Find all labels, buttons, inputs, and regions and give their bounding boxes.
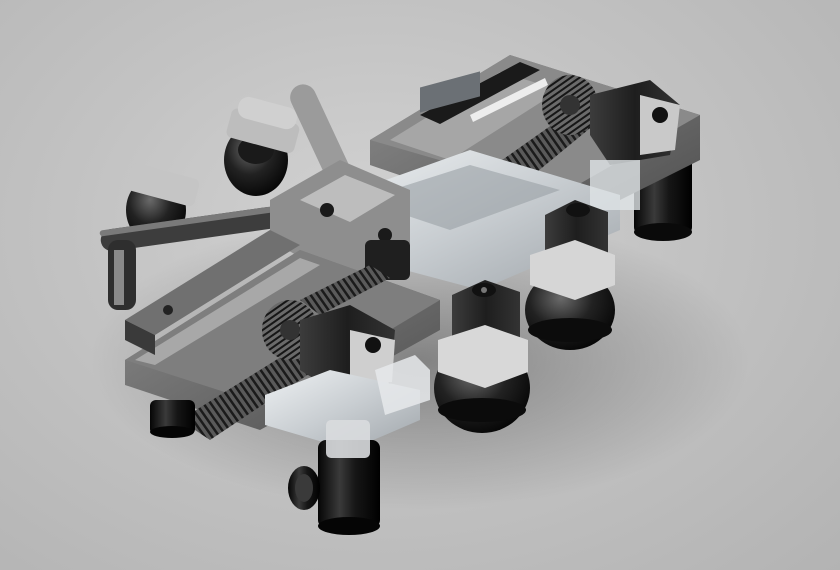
front-center-leg xyxy=(318,420,380,535)
front-acrylic-block xyxy=(265,355,430,450)
front-right-motor xyxy=(438,280,528,388)
front-gear-rack xyxy=(180,345,330,440)
rear-gear xyxy=(542,75,598,135)
left-slide-plate xyxy=(125,230,300,355)
center-bracket xyxy=(270,160,410,280)
front-left-leg xyxy=(150,400,195,438)
middle-right-motor xyxy=(530,200,615,300)
mid-gear-rack xyxy=(300,265,390,315)
rear-left-wheel-pod xyxy=(224,96,300,196)
side-knob xyxy=(288,466,320,510)
rear-stepper-motor xyxy=(590,80,680,165)
